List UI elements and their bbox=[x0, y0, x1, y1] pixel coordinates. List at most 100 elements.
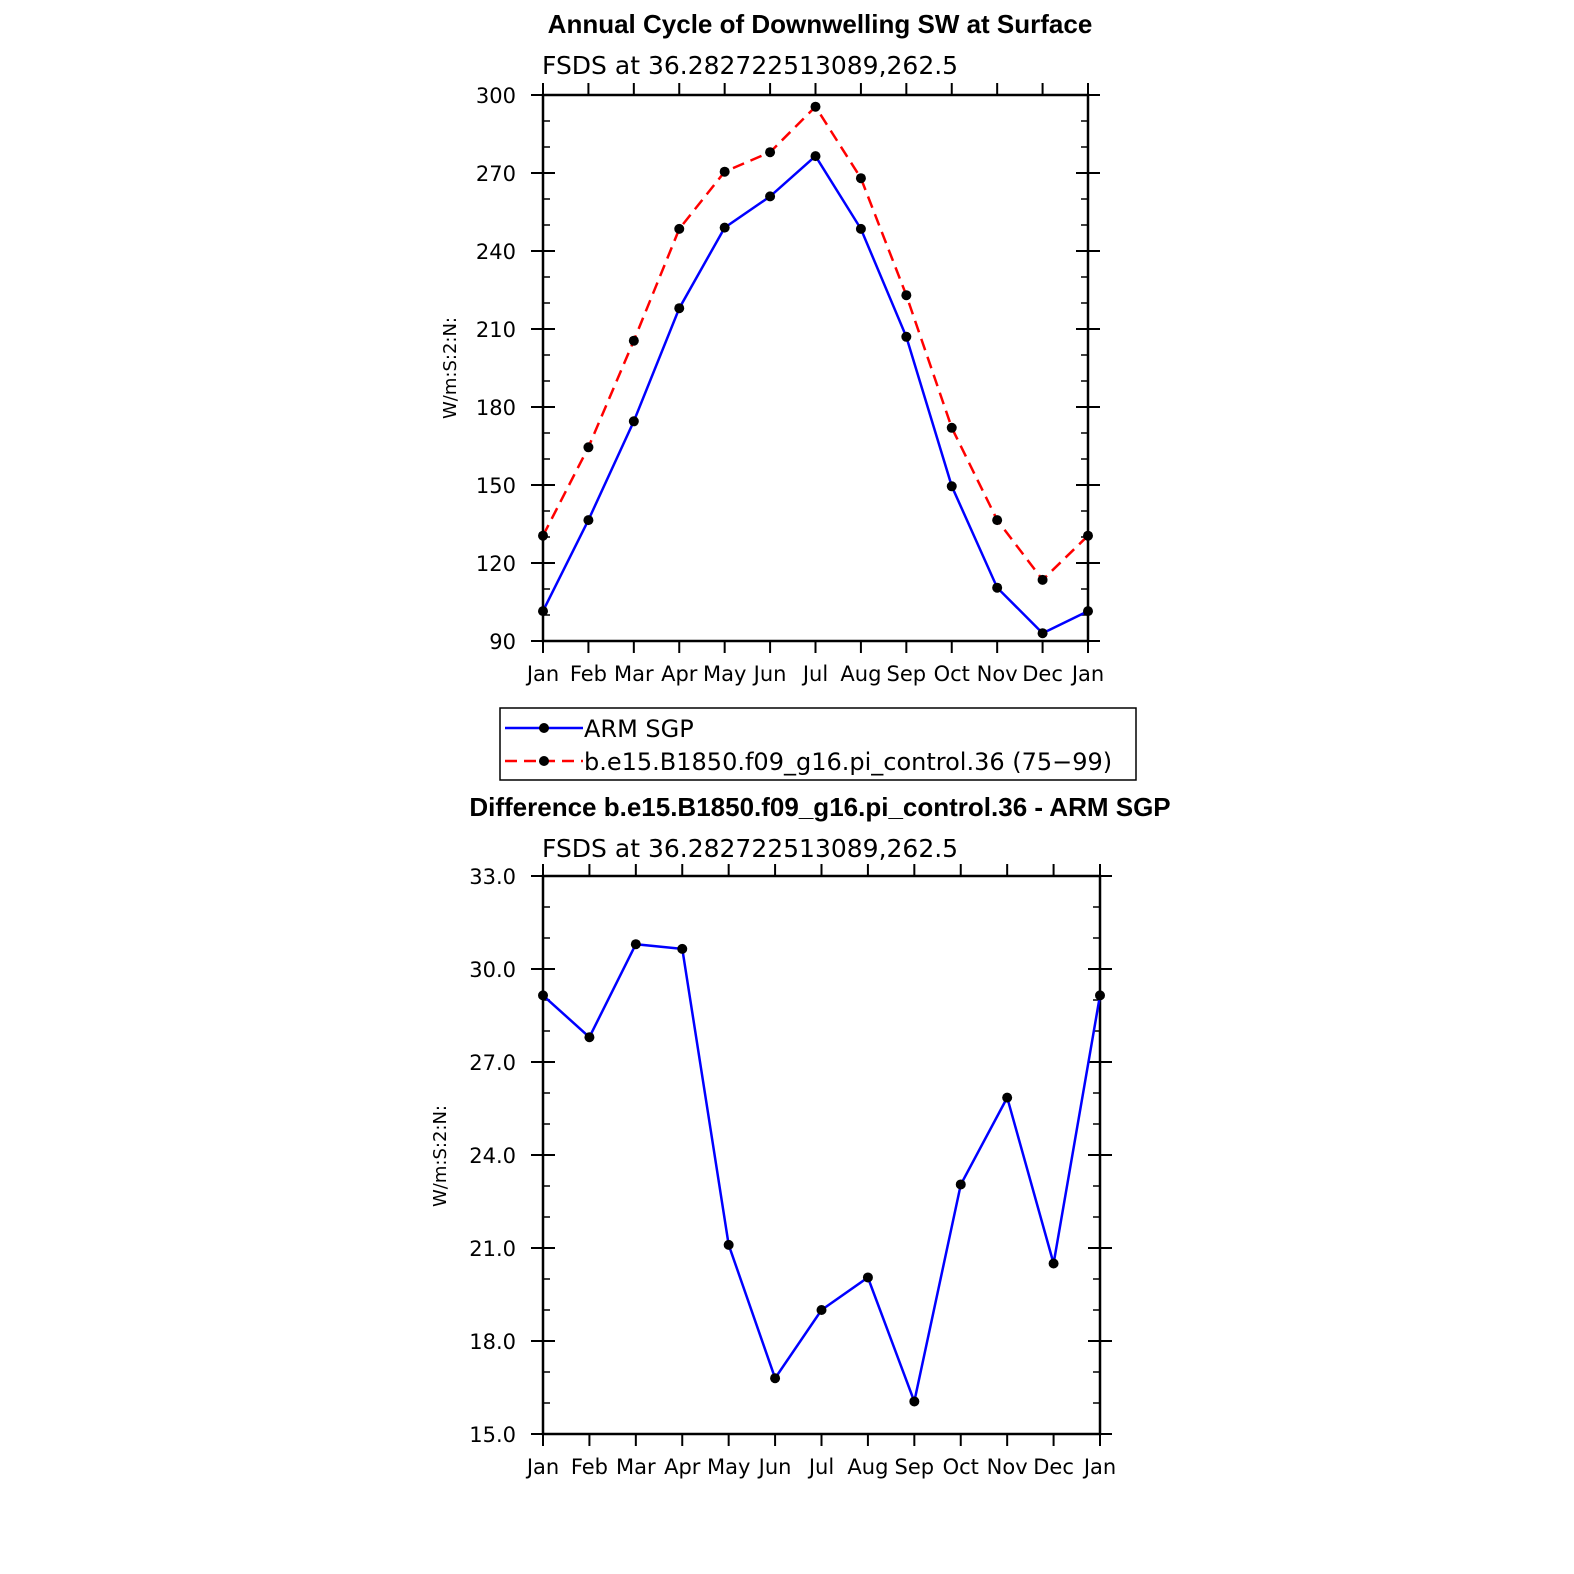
legend-marker-model bbox=[539, 756, 549, 766]
bottom-series-line-0 bbox=[542, 942, 1102, 1406]
top-x-tick-label: Mar bbox=[614, 662, 654, 686]
top-series-1-point bbox=[1037, 574, 1048, 585]
bottom-series-0-point bbox=[723, 1239, 734, 1250]
top-x-tick-label: Jan bbox=[525, 662, 559, 686]
legend-entry-model: b.e15.B1850.f09_g16.pi_control.36 (75−99… bbox=[505, 748, 1112, 776]
top-y-tick-label: 300 bbox=[476, 84, 516, 108]
top-y-tick-label: 120 bbox=[476, 552, 516, 576]
top-series-0-point bbox=[628, 416, 639, 427]
top-series-0-point bbox=[855, 223, 866, 234]
top-x-tick-label: Feb bbox=[570, 662, 607, 686]
top-series-0-point bbox=[583, 515, 594, 526]
top-x-tick-label: Aug bbox=[840, 662, 881, 686]
bottom-series-0-point bbox=[816, 1305, 827, 1315]
top-x-tick-label: Nov bbox=[977, 662, 1018, 686]
top-series-1-point bbox=[538, 530, 548, 541]
bottom-x-tick-label: Aug bbox=[847, 1455, 888, 1479]
top-chart-subtitle: FSDS at 36.282722513089,262.5 bbox=[542, 51, 958, 80]
bottom-x-tick-label: Dec bbox=[1033, 1455, 1074, 1479]
top-series-line-1 bbox=[541, 104, 1089, 582]
top-series-0-point bbox=[765, 191, 776, 202]
bottom-chart-ylabel: W/m:S:2:N: bbox=[430, 1105, 451, 1207]
top-series-1-point bbox=[1083, 530, 1093, 541]
top-x-tick-label: May bbox=[703, 662, 746, 686]
top-series-1-point bbox=[946, 422, 957, 433]
top-series-0-point bbox=[901, 331, 912, 342]
top-series-1-point bbox=[719, 166, 730, 177]
bottom-y-tick-label: 18.0 bbox=[469, 1330, 516, 1354]
bottom-series-0-point bbox=[770, 1373, 781, 1384]
bottom-x-tick-label: Jan bbox=[525, 1455, 559, 1479]
bottom-y-tick-label: 30.0 bbox=[469, 958, 516, 982]
bottom-x-tick-label: Nov bbox=[987, 1455, 1028, 1479]
bottom-series-0-point bbox=[1095, 990, 1105, 1001]
bottom-y-tick-label: 27.0 bbox=[469, 1051, 516, 1075]
top-series-0-point bbox=[674, 303, 685, 314]
bottom-series-0-point bbox=[909, 1396, 920, 1407]
bottom-chart-subtitle: FSDS at 36.282722513089,262.5 bbox=[542, 834, 958, 863]
bottom-series-0-point bbox=[1002, 1092, 1013, 1103]
legend-entry-arm-sgp: ARM SGP bbox=[505, 715, 694, 743]
bottom-series-0-point bbox=[677, 943, 688, 954]
bottom-series-0-point bbox=[584, 1032, 595, 1043]
top-series-1-point bbox=[583, 442, 594, 453]
bottom-y-tick-label: 24.0 bbox=[469, 1144, 516, 1168]
top-series-1-point bbox=[810, 101, 821, 112]
legend-box bbox=[499, 707, 1137, 781]
bottom-series-0-point bbox=[630, 939, 641, 950]
legend-label-model: b.e15.B1850.f09_g16.pi_control.36 (75−99… bbox=[584, 748, 1112, 776]
top-series-0-point bbox=[992, 582, 1003, 593]
top-series-0-point bbox=[1037, 628, 1048, 639]
bottom-series-0-point bbox=[1048, 1258, 1059, 1269]
bottom-x-tick-label: Jul bbox=[807, 1455, 834, 1479]
bottom-series-0-point bbox=[862, 1272, 873, 1283]
top-series-0-point bbox=[810, 151, 821, 162]
bottom-x-tick-label: Jun bbox=[757, 1455, 792, 1479]
bottom-plot-area: Jan Feb Mar Apr May Jun Jul Aug Sep Oct Nov Dec Jan 1… bbox=[469, 864, 1116, 1479]
top-plot-area: Jan Feb Mar Apr May Jun Jul Aug Sep Oct Nov Dec Jan 9… bbox=[476, 83, 1104, 686]
top-chart-title: Annual Cycle of Downwelling SW at Surfac… bbox=[548, 9, 1093, 39]
top-series-line-0 bbox=[541, 154, 1089, 635]
top-series-0-point bbox=[946, 481, 957, 492]
legend-label-arm-sgp: ARM SGP bbox=[584, 715, 694, 743]
bottom-y-tick-label: 21.0 bbox=[469, 1237, 516, 1261]
top-series-0-point bbox=[719, 222, 730, 233]
top-x-tick-label: Apr bbox=[661, 662, 698, 686]
bottom-x-tick-label: Feb bbox=[571, 1455, 608, 1479]
top-y-tick-label: 90 bbox=[489, 630, 516, 654]
top-series-1-point bbox=[765, 147, 776, 158]
top-series-0-point bbox=[538, 606, 548, 617]
top-plot-frame bbox=[541, 93, 1090, 643]
bottom-x-tick-label: Jan bbox=[1082, 1455, 1116, 1479]
top-series-1-point bbox=[992, 515, 1003, 526]
top-y-tick-label: 180 bbox=[476, 396, 516, 420]
top-y-tick-label: 210 bbox=[476, 318, 516, 342]
bottom-x-tick-label: Oct bbox=[943, 1455, 979, 1479]
top-y-tick-label: 270 bbox=[476, 162, 516, 186]
legend: ARM SGP b.e15.B1850.f09_g16.pi_control.3… bbox=[499, 707, 1137, 781]
top-x-tick-label: Sep bbox=[887, 662, 927, 686]
top-series-1-point bbox=[628, 335, 639, 346]
top-y-tick-label: 240 bbox=[476, 240, 516, 264]
top-x-tick-label: Jun bbox=[752, 662, 787, 686]
bottom-series-0-point bbox=[538, 990, 548, 1001]
top-series-0-point bbox=[1083, 606, 1093, 617]
top-x-tick-label: Oct bbox=[934, 662, 970, 686]
top-series-1-point bbox=[901, 290, 912, 301]
legend-marker-arm-sgp bbox=[539, 723, 549, 733]
top-x-tick-label: Dec bbox=[1022, 662, 1063, 686]
top-x-tick-label: Jan bbox=[1070, 662, 1104, 686]
bottom-chart-title: Difference b.e15.B1850.f09_g16.pi_contro… bbox=[469, 792, 1170, 822]
bottom-y-tick-label: 33.0 bbox=[469, 865, 516, 889]
top-y-tick-label: 150 bbox=[476, 474, 516, 498]
top-series-1-point bbox=[674, 223, 685, 234]
bottom-series-0-point bbox=[955, 1179, 966, 1190]
bottom-y-tick-label: 15.0 bbox=[469, 1423, 516, 1447]
bottom-x-tick-label: Mar bbox=[616, 1455, 656, 1479]
bottom-x-tick-label: Sep bbox=[895, 1455, 935, 1479]
bottom-plot-frame bbox=[541, 874, 1102, 1436]
bottom-x-tick-label: Apr bbox=[664, 1455, 701, 1479]
top-chart-ylabel: W/m:S:2:N: bbox=[440, 317, 461, 419]
top-x-tick-label: Jul bbox=[801, 662, 828, 686]
